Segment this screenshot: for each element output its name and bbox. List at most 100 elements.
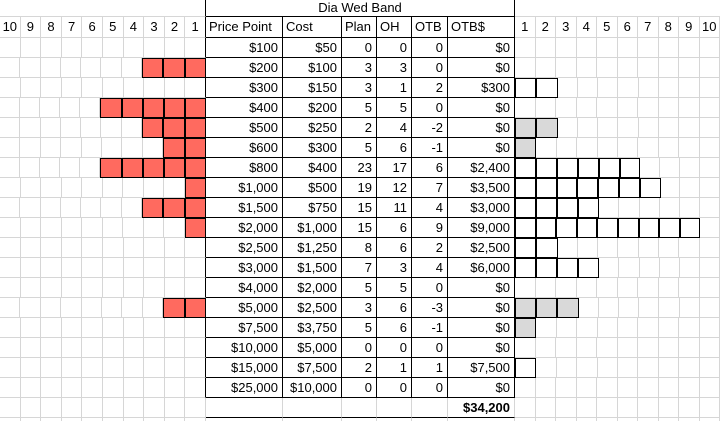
cell-price-point[interactable]: $10,000 [206, 338, 283, 358]
grid-cell[interactable] [556, 58, 577, 78]
grid-cell[interactable] [185, 38, 206, 58]
grid-cell[interactable] [597, 138, 619, 158]
grid-cell[interactable] [515, 278, 536, 298]
grid-cell[interactable] [638, 358, 659, 378]
grid-cell[interactable] [60, 118, 82, 138]
grid-cell[interactable] [164, 78, 186, 98]
cell-otb[interactable]: 4 [412, 198, 448, 218]
cell-cost[interactable]: $1,500 [283, 258, 342, 278]
left-bar-cell[interactable] [163, 138, 185, 158]
grid-cell[interactable] [535, 98, 556, 118]
grid-cell[interactable] [617, 398, 638, 418]
cell-price-point[interactable]: $3,000 [206, 258, 283, 278]
left-axis-label[interactable]: 7 [61, 17, 83, 38]
grid-cell[interactable] [639, 298, 660, 318]
grid-cell[interactable] [185, 258, 206, 278]
grid-cell[interactable] [618, 138, 639, 158]
grid-cell[interactable] [61, 278, 83, 298]
grid-cell[interactable] [81, 118, 102, 138]
cell-plan[interactable]: 23 [342, 158, 377, 178]
grid-cell[interactable] [41, 278, 62, 298]
grid-cell[interactable] [41, 38, 62, 58]
grid-cell[interactable] [638, 338, 659, 358]
grid-cell[interactable] [699, 358, 720, 378]
cell-plan[interactable]: 15 [342, 218, 377, 238]
grid-cell[interactable] [40, 138, 62, 158]
grid-cell[interactable] [101, 198, 122, 218]
grid-cell[interactable] [123, 178, 144, 198]
cell-cost[interactable]: $50 [283, 38, 342, 58]
grid-cell[interactable] [143, 218, 164, 238]
grid-cell[interactable] [123, 258, 145, 278]
left-bar-cell[interactable] [184, 298, 206, 318]
grid-cell[interactable] [617, 378, 638, 398]
grid-cell[interactable] [185, 278, 206, 298]
left-bar-cell[interactable] [163, 298, 185, 318]
grid-cell[interactable] [679, 298, 700, 318]
grid-cell[interactable] [679, 418, 700, 421]
grid-cell[interactable] [658, 58, 679, 78]
grid-cell[interactable] [536, 318, 557, 338]
cell-oh[interactable]: 0 [377, 378, 412, 398]
left-bar-cell[interactable] [142, 98, 164, 118]
cell-otb-dollars[interactable]: $3,000 [448, 198, 515, 218]
grid-cell[interactable] [21, 418, 42, 421]
grid-cell[interactable] [0, 338, 21, 358]
otb-positive-cell[interactable] [515, 158, 536, 178]
left-bar-cell[interactable] [142, 58, 164, 78]
grid-cell[interactable] [0, 78, 21, 98]
cell-price-point[interactable]: $200 [206, 58, 283, 78]
grid-cell[interactable] [60, 198, 82, 218]
grid-cell[interactable] [61, 38, 83, 58]
grid-cell[interactable] [597, 278, 618, 298]
grid-cell[interactable] [61, 378, 83, 398]
grid-cell[interactable] [679, 318, 700, 338]
grid-cell[interactable] [699, 338, 720, 358]
grid-cell[interactable] [185, 378, 206, 398]
otb-positive-cell[interactable] [515, 198, 537, 218]
left-axis-label[interactable]: 6 [82, 17, 103, 38]
grid-cell[interactable] [597, 58, 618, 78]
grid-cell[interactable] [41, 178, 62, 198]
otb-positive-cell[interactable] [577, 158, 599, 178]
grid-cell[interactable] [619, 298, 640, 318]
cell-plan[interactable]: 0 [342, 378, 377, 398]
otb-negative-cell[interactable] [515, 318, 537, 338]
cell-cost[interactable]: $1,000 [283, 218, 342, 238]
grid-cell[interactable] [700, 158, 720, 178]
grid-cell[interactable] [143, 178, 164, 198]
left-bar-cell[interactable] [142, 198, 164, 218]
cell-otb-dollars[interactable]: $0 [448, 138, 515, 158]
grid-cell[interactable] [164, 278, 186, 298]
grid-cell[interactable] [164, 218, 185, 238]
grid-cell[interactable] [535, 58, 556, 78]
grid-cell[interactable] [659, 238, 680, 258]
grid-cell[interactable] [699, 58, 720, 78]
grid-cell[interactable] [638, 118, 660, 138]
grid-cell[interactable] [699, 98, 720, 118]
otb-positive-cell[interactable] [536, 78, 558, 98]
grid-cell[interactable] [102, 338, 124, 358]
grid-cell[interactable] [206, 418, 283, 421]
grid-cell[interactable] [185, 418, 206, 421]
grid-cell[interactable] [144, 38, 165, 58]
cell-oh[interactable]: 3 [377, 258, 412, 278]
left-bar-cell[interactable] [184, 218, 206, 238]
left-bar-cell[interactable] [163, 58, 185, 78]
cell-otb[interactable]: -3 [412, 298, 448, 318]
grid-cell[interactable] [679, 98, 700, 118]
grid-cell[interactable] [102, 138, 123, 158]
cell-plan[interactable]: 5 [342, 98, 377, 118]
otb-negative-cell[interactable] [557, 298, 579, 318]
grid-cell[interactable] [0, 278, 21, 298]
grid-cell[interactable] [597, 38, 618, 58]
grid-cell[interactable] [0, 318, 21, 338]
grid-cell[interactable] [618, 78, 639, 98]
cell-plan[interactable]: 2 [342, 118, 377, 138]
grid-cell[interactable] [20, 118, 41, 138]
cell-oh[interactable]: 6 [377, 318, 412, 338]
grid-cell[interactable] [20, 358, 42, 378]
grid-cell[interactable] [0, 418, 21, 421]
grid-cell[interactable] [144, 78, 165, 98]
grid-cell[interactable] [20, 238, 42, 258]
